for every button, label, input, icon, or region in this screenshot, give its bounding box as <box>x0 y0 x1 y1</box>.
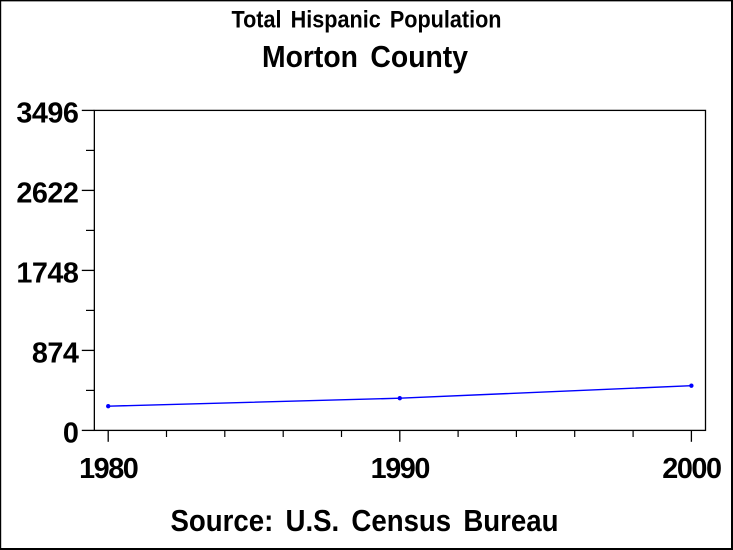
svg-text:0: 0 <box>63 417 79 449</box>
svg-text:Source: U.S. Census Bureau: Source: U.S. Census Bureau <box>171 503 559 538</box>
svg-text:Morton County: Morton County <box>262 39 469 74</box>
svg-text:2000: 2000 <box>662 453 721 485</box>
svg-text:1990: 1990 <box>371 453 430 485</box>
svg-text:2622: 2622 <box>16 177 78 209</box>
svg-text:874: 874 <box>32 337 79 369</box>
svg-text:Total Hispanic Population: Total Hispanic Population <box>232 6 502 33</box>
svg-text:1980: 1980 <box>79 453 138 485</box>
svg-text:3496: 3496 <box>16 97 78 129</box>
svg-text:1748: 1748 <box>16 257 79 289</box>
